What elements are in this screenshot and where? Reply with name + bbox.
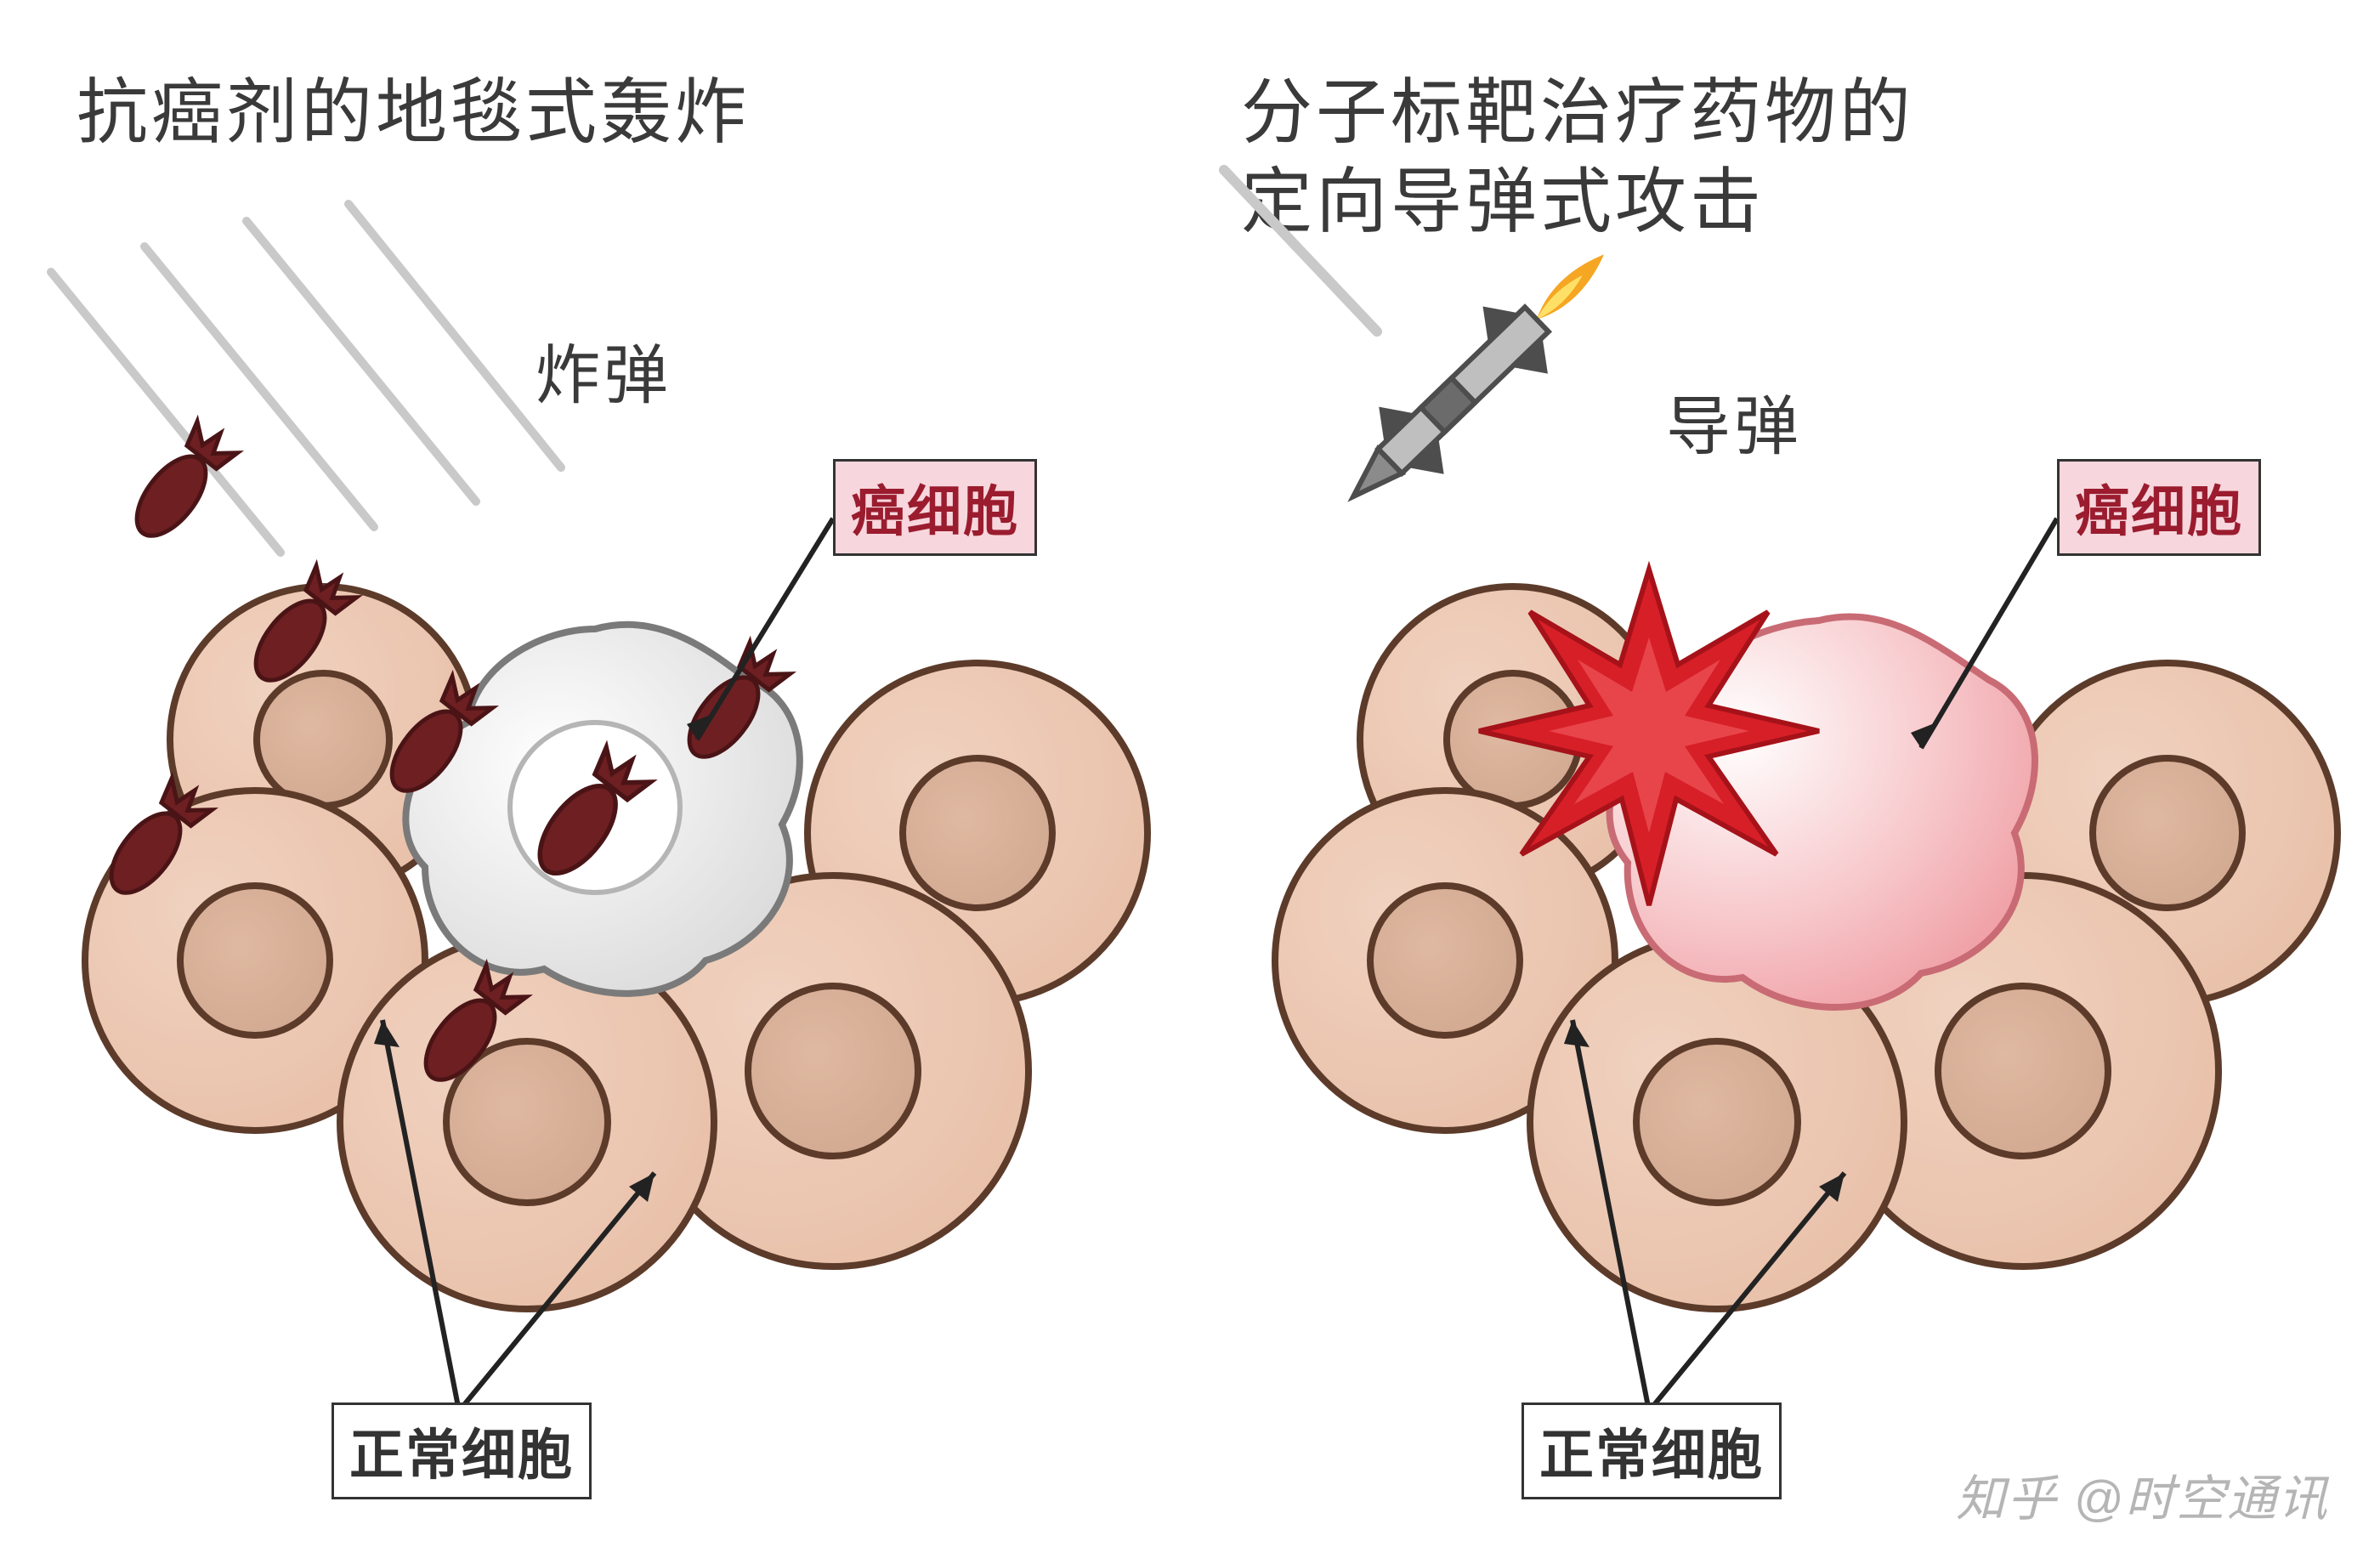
left-normal-label: 正常细胞: [332, 1402, 592, 1499]
right-cancer-label: 癌细胞: [2057, 459, 2261, 556]
bomb-trails-icon: [51, 204, 561, 552]
right-diagram: [1190, 0, 2380, 1564]
missile-icon: [1321, 221, 1636, 530]
left-cancer-label: 癌细胞: [833, 459, 1037, 556]
missile-trail-icon: [1224, 170, 1377, 332]
left-diagram: [0, 0, 1190, 1564]
left-panel: 抗癌剂的地毯式轰炸 炸弹: [0, 0, 1190, 1564]
watermark: 知乎 @时空通讯: [1956, 1459, 2329, 1530]
right-normal-label: 正常细胞: [1522, 1402, 1782, 1499]
right-panel: 分子标靶治疗药物的 定向导弹式攻击 导弹: [1190, 0, 2380, 1564]
